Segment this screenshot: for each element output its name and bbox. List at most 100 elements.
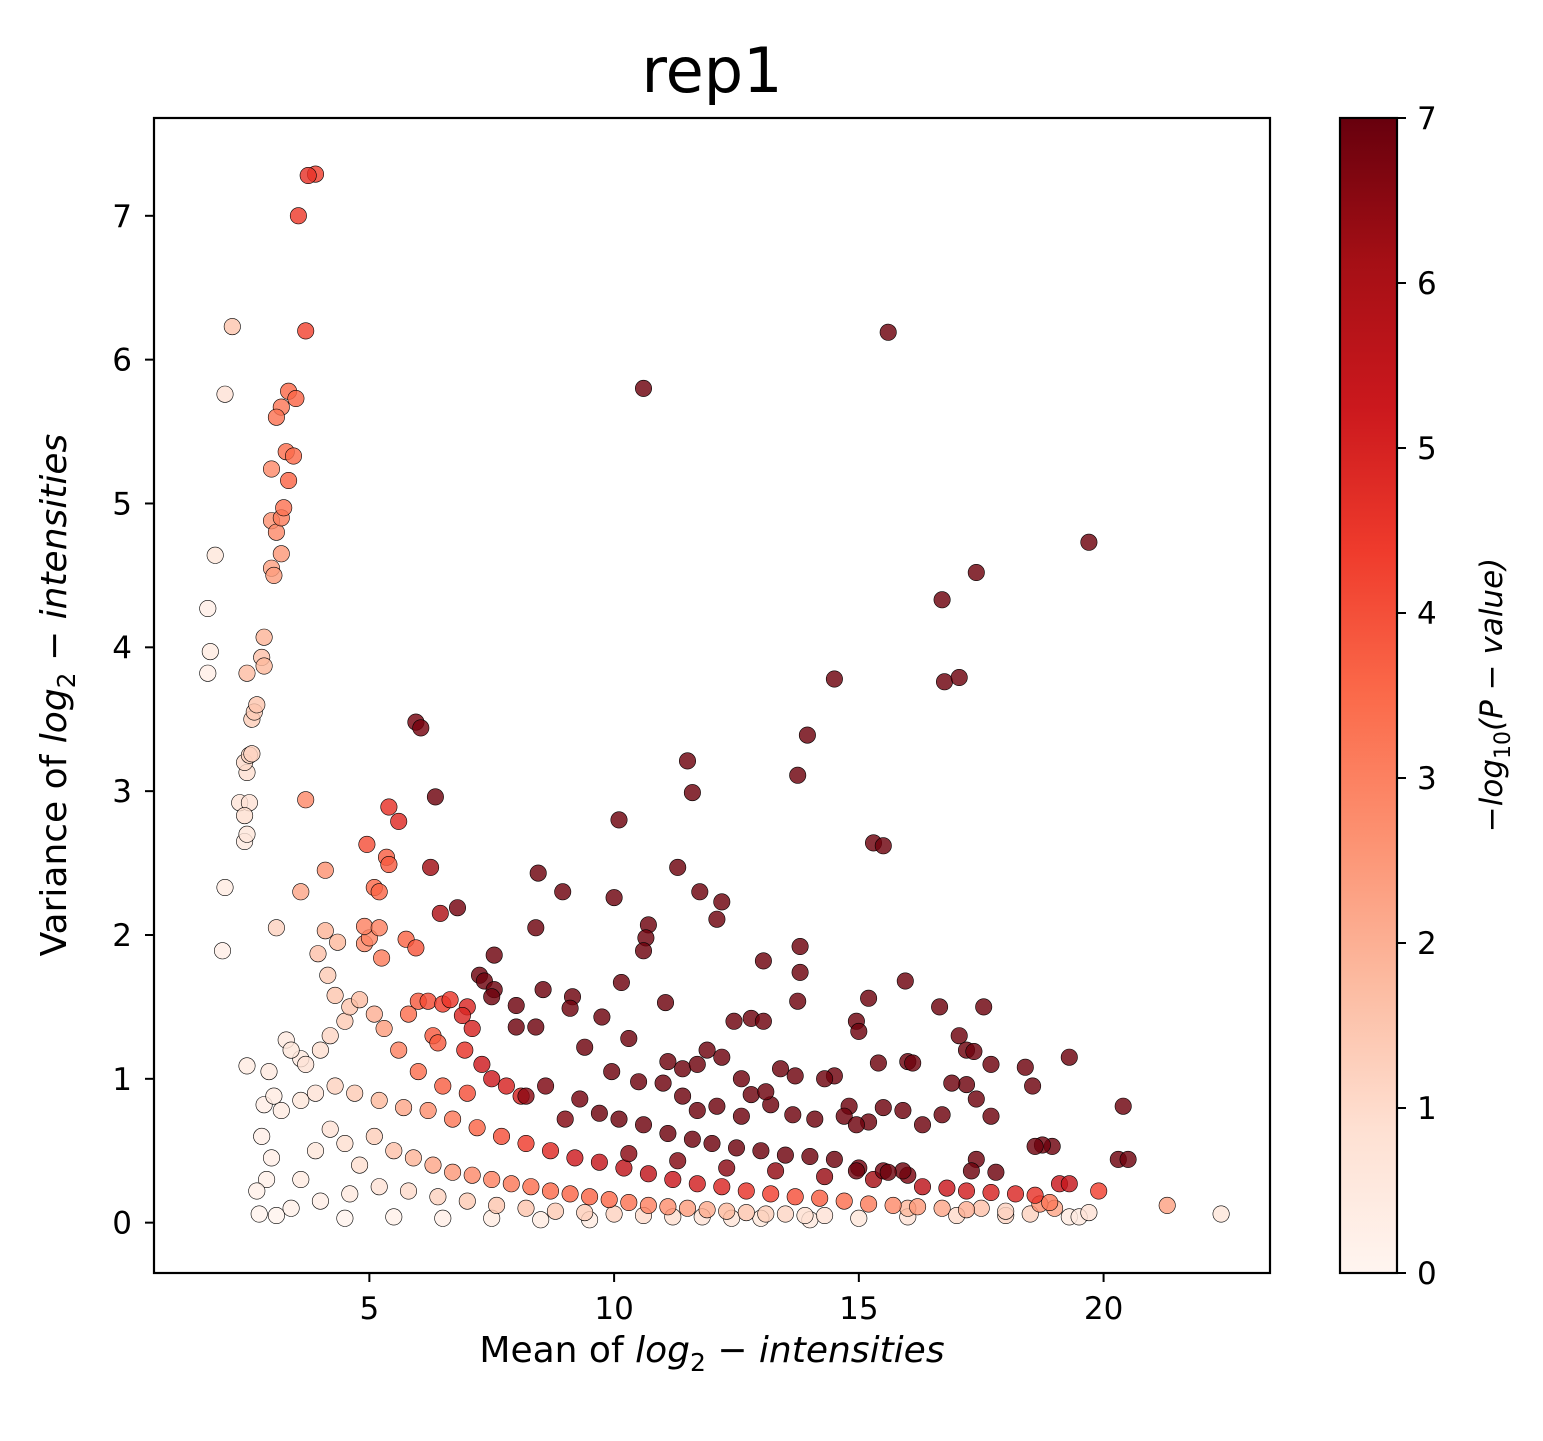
data-point — [400, 1183, 416, 1199]
data-point — [359, 836, 375, 852]
data-point — [312, 1042, 328, 1058]
x-axis-label: Mean of log2 − intensities — [479, 1330, 944, 1377]
data-point — [1081, 1204, 1097, 1220]
data-point — [655, 1075, 671, 1091]
data-point — [300, 167, 316, 183]
data-point — [254, 1128, 270, 1144]
data-point — [870, 1055, 886, 1071]
data-point — [577, 1039, 593, 1055]
data-point — [256, 658, 272, 674]
data-point — [714, 1049, 730, 1065]
data-point — [337, 1135, 353, 1151]
data-point — [484, 989, 500, 1005]
data-point — [1027, 1187, 1043, 1203]
data-point — [621, 1030, 637, 1046]
data-point — [530, 865, 546, 881]
data-point — [273, 546, 289, 562]
data-point — [611, 812, 627, 828]
data-point — [523, 1179, 539, 1195]
y-tick-label: 6 — [112, 343, 132, 379]
colorbar-tick-label: 1 — [1417, 1091, 1437, 1127]
data-point — [562, 1000, 578, 1016]
data-point — [944, 1075, 960, 1091]
data-point — [726, 1013, 742, 1029]
data-point — [958, 1202, 974, 1218]
data-point — [322, 1121, 338, 1137]
data-point — [327, 1078, 343, 1094]
data-point — [444, 1164, 460, 1180]
data-point — [457, 1042, 473, 1058]
data-point — [851, 1023, 867, 1039]
data-point — [469, 1120, 485, 1136]
data-point — [914, 1117, 930, 1133]
data-point — [880, 324, 896, 340]
data-point — [249, 697, 265, 713]
data-point — [474, 1056, 490, 1072]
data-point — [728, 1140, 744, 1156]
data-point — [263, 461, 279, 477]
data-point — [371, 1092, 387, 1108]
colorbar-tick-label: 4 — [1417, 596, 1437, 632]
data-point — [777, 1206, 793, 1222]
data-point — [293, 884, 309, 900]
data-point — [1091, 1183, 1107, 1199]
data-points — [200, 166, 1230, 1228]
data-point — [486, 947, 502, 963]
data-point — [200, 665, 216, 681]
x-tick-label: 20 — [1084, 1291, 1123, 1327]
data-point — [528, 920, 544, 936]
data-point — [1115, 1098, 1131, 1114]
x-axis-ticks: 5 10 15 20 — [360, 1273, 1124, 1327]
data-point — [755, 1013, 771, 1029]
data-point — [217, 879, 233, 895]
data-point — [640, 1166, 656, 1182]
data-point — [635, 380, 651, 396]
data-point — [613, 974, 629, 990]
data-point — [976, 999, 992, 1015]
data-point — [621, 1145, 637, 1161]
data-point — [376, 1020, 392, 1036]
data-point — [356, 918, 372, 934]
data-point — [958, 1183, 974, 1199]
data-point — [386, 1143, 402, 1159]
data-point — [312, 1193, 328, 1209]
data-point — [606, 1206, 622, 1222]
data-point — [276, 500, 292, 516]
data-point — [684, 784, 700, 800]
data-point — [785, 1107, 801, 1123]
y-tick-label: 1 — [112, 1062, 132, 1098]
data-point — [679, 1200, 695, 1216]
data-point — [459, 1193, 475, 1209]
data-point — [983, 1108, 999, 1124]
data-point — [787, 1189, 803, 1205]
data-point — [391, 813, 407, 829]
data-point — [288, 390, 304, 406]
data-point — [792, 964, 808, 980]
data-point — [640, 1197, 656, 1213]
data-point — [555, 884, 571, 900]
data-point — [719, 1203, 735, 1219]
data-point — [283, 1200, 299, 1216]
data-point — [236, 807, 252, 823]
data-point — [1027, 1138, 1043, 1154]
colorbar-tick-label: 6 — [1417, 266, 1437, 302]
y-tick-label: 4 — [112, 630, 132, 666]
data-point — [816, 1168, 832, 1184]
data-point — [983, 1184, 999, 1200]
data-point — [630, 1074, 646, 1090]
data-point — [848, 1163, 864, 1179]
data-point — [268, 409, 284, 425]
data-point — [826, 671, 842, 687]
data-point — [420, 993, 436, 1009]
data-point — [329, 934, 345, 950]
data-point — [905, 1055, 921, 1071]
data-point — [535, 981, 551, 997]
data-point — [934, 1200, 950, 1216]
data-point — [200, 600, 216, 616]
data-point — [1081, 534, 1097, 550]
data-point — [591, 1154, 607, 1170]
colorbar-ticks: 01234567 — [1397, 101, 1437, 1292]
data-point — [604, 1063, 620, 1079]
y-tick-label: 3 — [112, 774, 132, 810]
data-point — [307, 1143, 323, 1159]
